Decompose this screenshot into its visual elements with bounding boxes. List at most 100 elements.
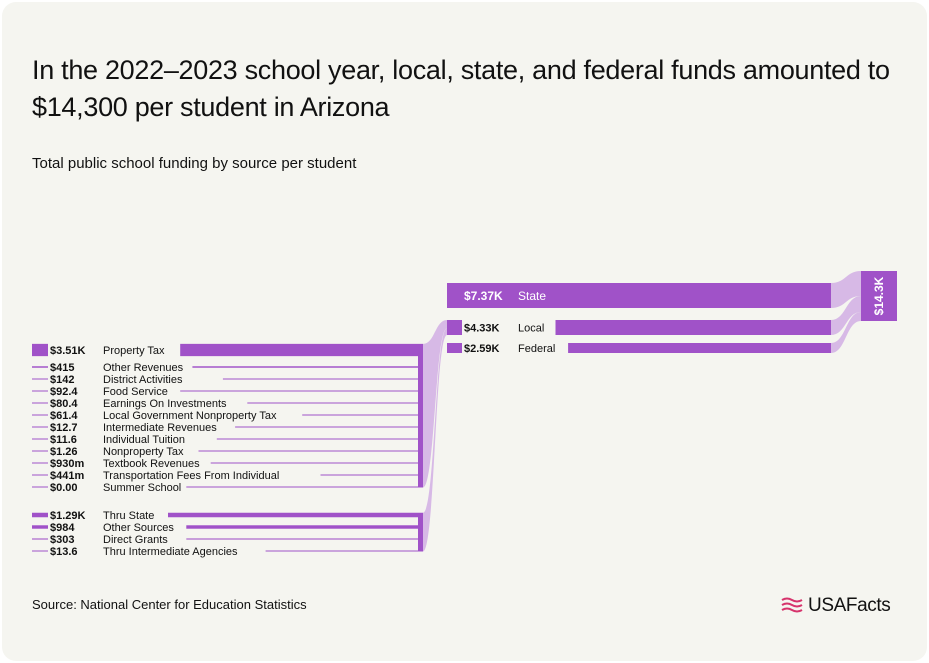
- source-row-textbook-revenues: $930m Textbook Revenues: [32, 458, 418, 470]
- source-value: $12.7: [50, 422, 78, 434]
- flow-local-sources: [423, 328, 447, 552]
- source-swatch: [32, 426, 48, 428]
- source-flow-bar: [247, 402, 418, 404]
- source-row-summer-school: $0.00 Summer School: [32, 482, 418, 494]
- source-flow-bar: [302, 414, 418, 416]
- source-value: $1.26: [50, 446, 78, 458]
- source-value: $984: [50, 522, 75, 534]
- category-value: $4.33K: [464, 323, 500, 335]
- source-name: Nonproperty Tax: [103, 446, 184, 458]
- source-name: Food Service: [103, 386, 168, 398]
- category-value: $7.37K: [464, 289, 503, 303]
- source-swatch: [32, 538, 48, 540]
- source-row-earnings-on-investments: $80.4 Earnings On Investments: [32, 398, 418, 410]
- source-flow-bar: [216, 438, 418, 440]
- source-name: Other Revenues: [103, 362, 184, 374]
- source-swatch: [32, 414, 48, 416]
- source-flow-bar: [192, 366, 418, 368]
- source-row-thru-intermediate-agencies: $13.6 Thru Intermediate Agencies: [32, 546, 418, 558]
- source-row-property-tax: $3.51K Property Tax: [32, 343, 418, 357]
- category-name: Federal: [518, 343, 555, 355]
- source-value: $1.29K: [50, 510, 86, 522]
- source-value: $0.00: [50, 482, 78, 494]
- flow-state-to-total: [831, 271, 861, 308]
- source-flow-bar: [180, 390, 418, 392]
- source-name: Direct Grants: [103, 534, 168, 546]
- category-bar: [568, 343, 831, 353]
- source-value: $80.4: [50, 398, 78, 410]
- category-federal: $2.59K Federal: [447, 343, 831, 355]
- source-name: Local Government Nonproperty Tax: [103, 410, 277, 422]
- source-swatch: [32, 486, 48, 488]
- source-swatch: [32, 450, 48, 452]
- category-name: State: [518, 289, 546, 303]
- source-name: Intermediate Revenues: [103, 422, 217, 434]
- source-row-direct-grants: $303 Direct Grants: [32, 534, 418, 546]
- source-value: $303: [50, 534, 74, 546]
- total-value: $14.3K: [872, 276, 886, 315]
- source-row-other-sources: $984 Other Sources: [32, 522, 418, 534]
- category-name: Local: [518, 323, 544, 335]
- source-value: $11.6: [50, 434, 77, 446]
- source-value: $415: [50, 362, 74, 374]
- source-flow-bar: [210, 462, 418, 464]
- source-flow-bar: [222, 378, 418, 380]
- source-name: Individual Tuition: [103, 434, 185, 446]
- source-value: $930m: [50, 458, 84, 470]
- category-stub: [447, 343, 462, 353]
- source-row-other-revenues: $415 Other Revenues: [32, 362, 418, 374]
- source-row-food-service: $92.4 Food Service: [32, 386, 418, 398]
- source-flow-bar: [186, 538, 418, 540]
- source-row-district-activities: $142 District Activities: [32, 374, 418, 386]
- source-row-individual-tuition: $11.6 Individual Tuition: [32, 434, 418, 446]
- source-flow-bar: [180, 343, 418, 357]
- source-value: $441m: [50, 470, 84, 482]
- source-name: Other Sources: [103, 522, 174, 534]
- source-swatch: [32, 402, 48, 404]
- flag-wave-icon: [781, 597, 803, 613]
- category-stub: [447, 320, 462, 335]
- source-name: Thru Intermediate Agencies: [103, 546, 238, 558]
- source-swatch: [32, 462, 48, 464]
- source-name: Textbook Revenues: [103, 458, 200, 470]
- source-row-transportation-fees-from-individual: $441m Transportation Fees From Individual: [32, 470, 418, 482]
- source-flow-bar: [198, 450, 418, 452]
- source-name: Property Tax: [103, 345, 165, 357]
- source-value: $92.4: [50, 386, 78, 398]
- usafacts-logo[interactable]: USAFacts: [780, 594, 891, 618]
- source-name: Summer School: [103, 482, 181, 494]
- source-flow-bar: [320, 474, 418, 476]
- source-value: $13.6: [50, 546, 78, 558]
- flow-local-to-total: [831, 296, 861, 335]
- source-swatch: [32, 390, 48, 392]
- source-name: Earnings On Investments: [103, 398, 227, 410]
- node-local-sources: [418, 512, 423, 552]
- source-name: District Activities: [103, 374, 183, 386]
- source-swatch: [32, 525, 48, 529]
- source-swatch: [32, 512, 48, 518]
- logo-text: USAFacts: [808, 595, 891, 616]
- source-value: $3.51K: [50, 345, 86, 357]
- node-state-sources: [418, 343, 423, 488]
- source-swatch: [32, 366, 48, 368]
- source-name: Thru State: [103, 510, 154, 522]
- category-value: $2.59K: [464, 343, 500, 355]
- category-state: $7.37K State: [447, 283, 831, 308]
- chart-subtitle: Total public school funding by source pe…: [32, 155, 357, 172]
- source-note: Source: National Center for Education St…: [32, 597, 307, 612]
- source-flow-bar: [168, 512, 418, 518]
- category-local: $4.33K Local: [447, 320, 831, 335]
- source-swatch: [32, 550, 48, 552]
- source-swatch: [32, 343, 48, 357]
- source-name: Transportation Fees From Individual: [103, 470, 279, 482]
- source-swatch: [32, 474, 48, 476]
- source-flow-bar: [265, 550, 418, 552]
- source-value: $142: [50, 374, 74, 386]
- category-bar: [555, 320, 831, 335]
- source-swatch: [32, 438, 48, 440]
- category-bar: [447, 283, 831, 308]
- source-value: $61.4: [50, 410, 78, 422]
- source-swatch: [32, 378, 48, 380]
- source-row-nonproperty-tax: $1.26 Nonproperty Tax: [32, 446, 418, 458]
